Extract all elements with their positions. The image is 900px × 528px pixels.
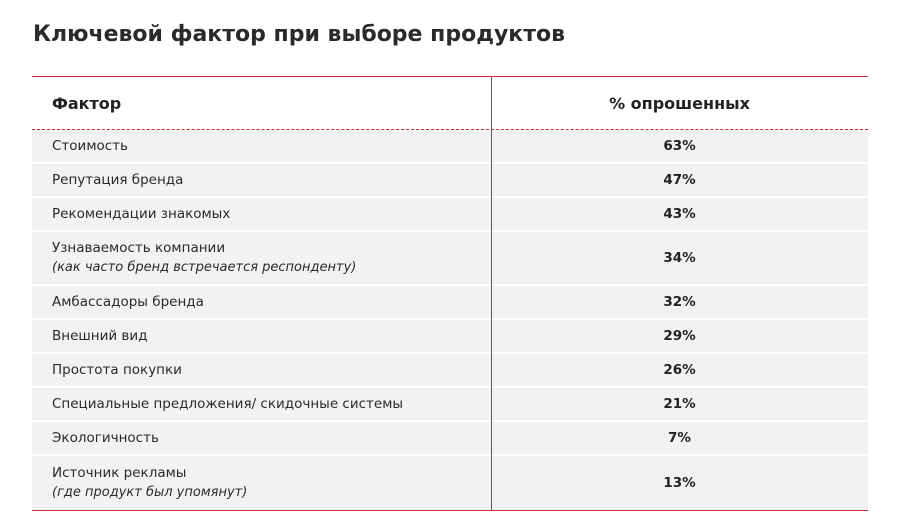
percent-cell: 47%: [663, 172, 696, 188]
factor-label: Простота покупки: [52, 362, 182, 378]
factor-note: (как часто бренд встречается респонденту…: [52, 260, 357, 275]
table-row: Экологичность 7%: [32, 422, 868, 456]
table-row: Внешний вид 29%: [32, 320, 868, 354]
table-row: Репутация бренда 47%: [32, 164, 868, 198]
factor-label: Узнаваемость компании: [52, 240, 226, 256]
percent-cell: 21%: [663, 396, 696, 412]
percent-cell: 32%: [663, 294, 696, 310]
header-percent: % опрошенных: [609, 93, 750, 113]
factor-label: Репутация бренда: [52, 172, 184, 188]
factor-cell: Узнаваемость компании (как часто бренд вс…: [32, 238, 491, 278]
factor-cell: Простота покупки: [32, 360, 491, 380]
factor-cell: Источник рекламы (где продукт был упомяну…: [32, 463, 491, 503]
column-divider: [491, 77, 492, 510]
factor-table: Фактор % опрошенных Стоимость 63% Репутаци…: [32, 76, 868, 511]
factor-label: Амбассадоры бренда: [52, 294, 204, 310]
table-row: Простота покупки 26%: [32, 354, 868, 388]
factor-label: Внешний вид: [52, 328, 148, 344]
factor-label: Источник рекламы: [52, 465, 187, 481]
percent-cell: 13%: [663, 475, 696, 491]
factor-label: Экологичность: [52, 430, 159, 446]
table-row: Рекомендации знакомых 43%: [32, 198, 868, 232]
percent-cell: 63%: [663, 138, 696, 154]
percent-cell: 7%: [668, 430, 691, 446]
percent-cell: 26%: [663, 362, 696, 378]
table-row: Специальные предложения/ скидочные систе…: [32, 388, 868, 422]
page-title: Ключевой фактор при выборе продуктов: [33, 22, 566, 47]
percent-cell: 29%: [663, 328, 696, 344]
factor-cell: Амбассадоры бренда: [32, 292, 491, 312]
factor-cell: Внешний вид: [32, 326, 491, 346]
percent-cell: 43%: [663, 206, 696, 222]
table-row: Амбассадоры бренда 32%: [32, 286, 868, 320]
header-factor: Фактор: [52, 93, 122, 113]
table-row: Стоимость 63%: [32, 130, 868, 164]
table-row: Источник рекламы (где продукт был упомяну…: [32, 456, 868, 510]
factor-cell: Рекомендации знакомых: [32, 204, 491, 224]
factor-cell: Специальные предложения/ скидочные систе…: [32, 394, 491, 414]
table-header-row: Фактор % опрошенных: [32, 77, 868, 130]
factor-cell: Стоимость: [32, 136, 491, 156]
factor-cell: Экологичность: [32, 428, 491, 448]
table-body: Стоимость 63% Репутация бренда 47% Рекоменда…: [32, 130, 868, 510]
factor-label: Стоимость: [52, 138, 129, 154]
factor-label: Специальные предложения/ скидочные систе…: [52, 396, 404, 412]
factor-note: (где продукт был упомянут): [52, 485, 248, 500]
table-row: Узнаваемость компании (как часто бренд вс…: [32, 232, 868, 286]
factor-cell: Репутация бренда: [32, 170, 491, 190]
percent-cell: 34%: [663, 250, 696, 266]
factor-label: Рекомендации знакомых: [52, 206, 231, 222]
